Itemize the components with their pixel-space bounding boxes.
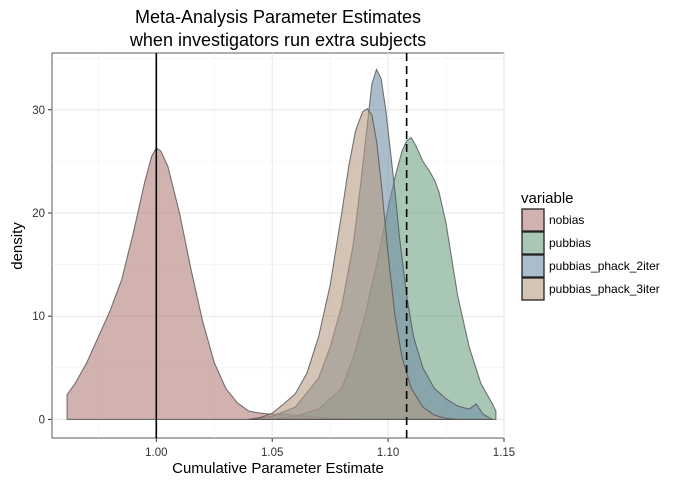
legend-title: variable xyxy=(521,190,574,207)
chart-title-line2: when investigators run extra subjects xyxy=(129,30,426,50)
x-tick-label: 1.05 xyxy=(261,447,283,459)
legend-label-nobias: nobias xyxy=(549,213,584,227)
legend-swatch-pubbias xyxy=(521,231,545,255)
x-axis-title: Cumulative Parameter Estimate xyxy=(172,460,384,477)
x-tick-label: 1.00 xyxy=(145,447,167,459)
y-tick-label: 10 xyxy=(32,311,45,323)
x-tick-label: 1.15 xyxy=(493,447,515,459)
y-axis-title: density xyxy=(9,222,26,270)
legend: variable nobias pubbias pubbias_phack_2ite… xyxy=(521,190,660,301)
legend-label-pubbias_phack_3iter: pubbias_phack_3iter xyxy=(549,282,660,296)
reference-lines xyxy=(155,53,408,438)
x-tick-label: 1.10 xyxy=(377,447,399,459)
legend-label-pubbias: pubbias xyxy=(549,236,591,250)
y-tick-label: 30 xyxy=(32,105,45,117)
y-tick-label: 0 xyxy=(39,414,45,426)
legend-swatch-pubbias_phack_3iter xyxy=(521,277,545,301)
legend-swatch-nobias xyxy=(521,208,545,232)
legend-label-pubbias_phack_2iter: pubbias_phack_2iter xyxy=(549,259,660,273)
chart-title-line1: Meta-Analysis Parameter Estimates xyxy=(135,7,421,27)
axes: 1.00 1.05 1.10 1.15 0 10 20 30 xyxy=(32,105,515,459)
y-tick-label: 20 xyxy=(32,208,45,220)
legend-swatch-pubbias_phack_2iter xyxy=(521,254,545,278)
density-area-pubbias_phack_3iter xyxy=(248,107,458,420)
